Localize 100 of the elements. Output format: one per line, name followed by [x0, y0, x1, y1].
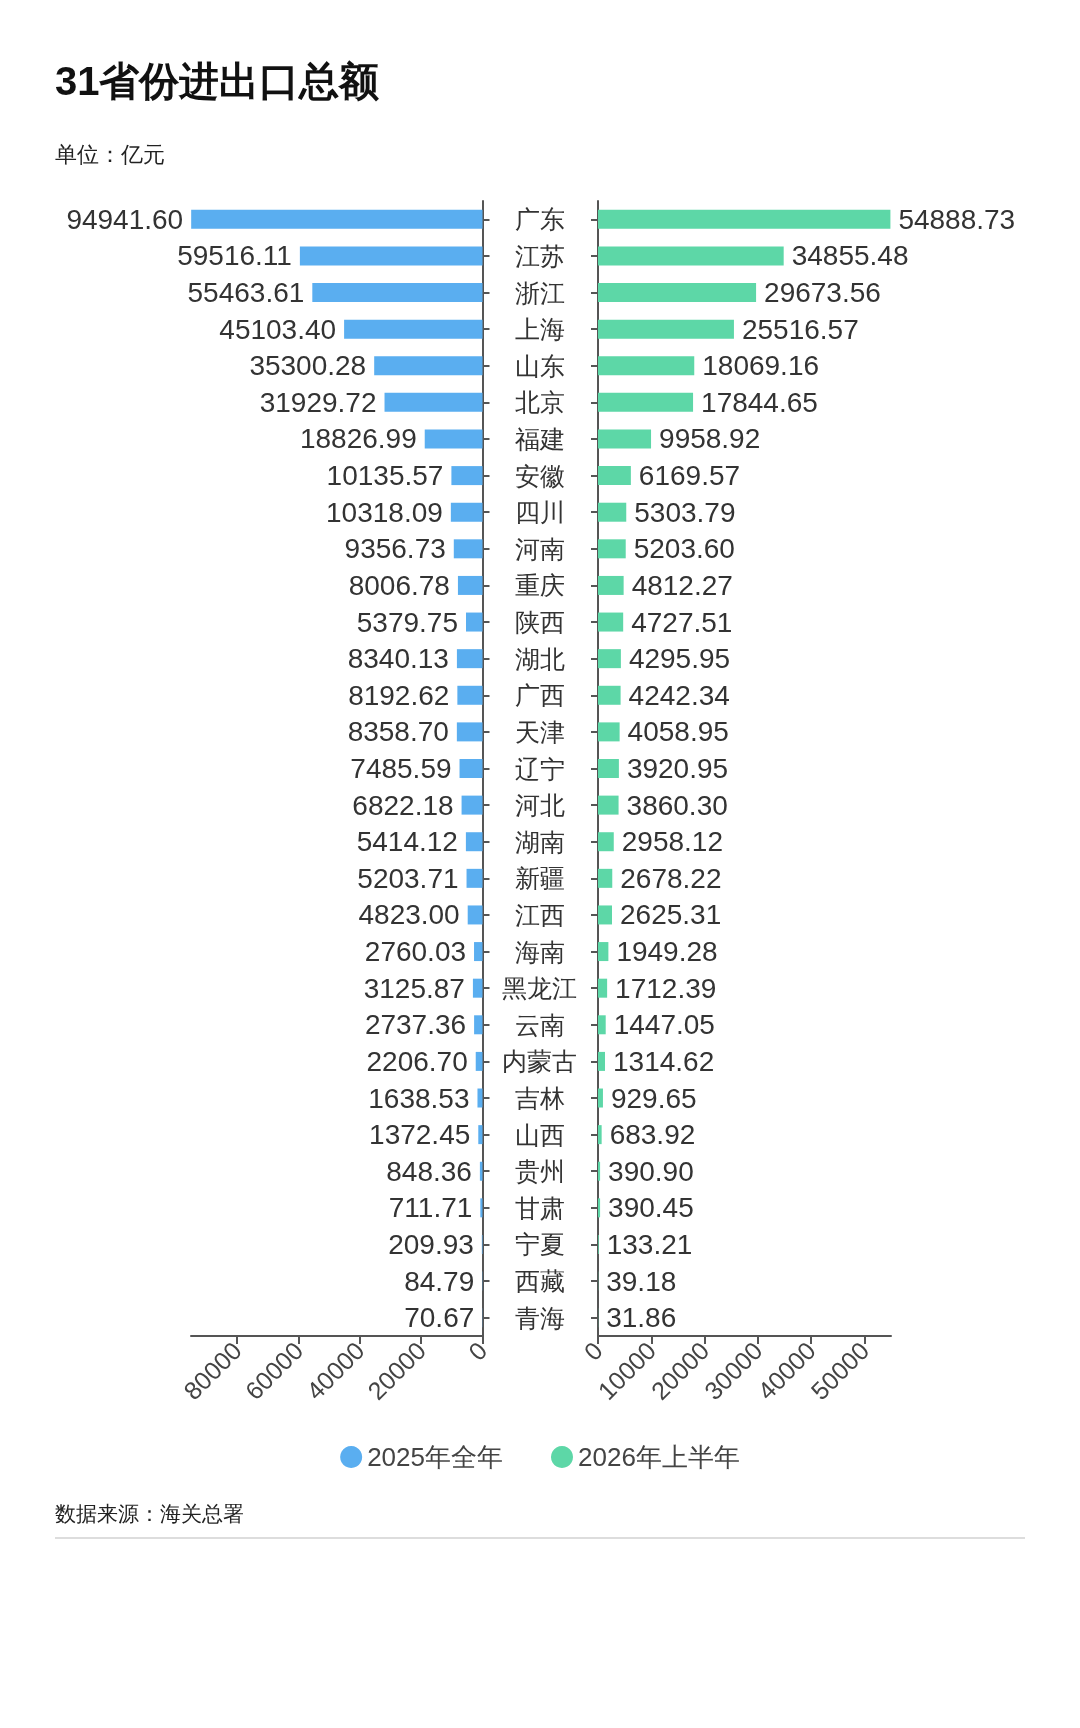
y-tick-label: 北京 [514, 388, 565, 417]
data-label: 5203.60 [633, 533, 735, 565]
x-tick-label: 0 [462, 1336, 493, 1366]
y-tick-label: 江苏 [514, 241, 565, 270]
data-label: 10135.57 [326, 460, 444, 492]
data-label: 29673.56 [764, 277, 881, 309]
data-label: 4727.51 [631, 606, 733, 638]
data-label: 133.21 [606, 1228, 693, 1260]
data-label: 711.71 [388, 1192, 473, 1224]
y-tick-label: 云南 [514, 1010, 565, 1039]
data-label: 17844.65 [701, 386, 818, 418]
data-label: 683.92 [609, 1119, 696, 1151]
data-label: 390.45 [608, 1192, 694, 1224]
data-label: 5203.71 [357, 862, 459, 894]
data-label: 8006.78 [348, 569, 450, 601]
data-label: 35300.28 [249, 350, 367, 382]
data-label: 929.65 [610, 1082, 697, 1114]
data-label: 8340.13 [347, 643, 449, 675]
data-label: 84.79 [404, 1265, 475, 1297]
y-tick-label: 贵州 [514, 1157, 565, 1186]
data-label: 390.90 [608, 1155, 694, 1187]
y-tick-label: 四川 [514, 498, 565, 527]
y-tick-label: 浙江 [514, 278, 565, 307]
y-tick-label: 山东 [514, 351, 565, 380]
y-tick-label: 吉林 [514, 1084, 565, 1113]
y-tick-label: 江西 [514, 900, 565, 929]
y-tick-label: 安徽 [514, 461, 565, 490]
data-label: 1372.45 [369, 1119, 471, 1151]
data-label: 3860.30 [626, 789, 728, 821]
data-label: 31929.72 [259, 386, 377, 418]
data-label: 39.18 [606, 1265, 677, 1297]
y-tick-label: 宁夏 [514, 1230, 565, 1259]
data-label: 6822.18 [352, 789, 454, 821]
data-label: 1949.28 [616, 936, 718, 968]
data-label: 2958.12 [621, 826, 723, 858]
data-label: 55463.61 [187, 277, 305, 309]
data-label: 1638.53 [368, 1082, 470, 1114]
y-tick-label: 青海 [514, 1303, 565, 1332]
data-label: 4058.95 [627, 716, 729, 748]
y-tick-label: 广西 [514, 681, 565, 710]
x-tick-label: 0 [578, 1336, 608, 1366]
y-tick-label: 上海 [514, 315, 565, 344]
legend-label: 2025年全年 [367, 1442, 503, 1472]
data-label: 3920.95 [626, 753, 729, 784]
chart-subtitle: 单位：亿元 [55, 141, 165, 169]
data-label: 54888.73 [898, 203, 1016, 235]
data-label: 2678.22 [620, 862, 722, 894]
y-tick-label: 山西 [514, 1120, 565, 1149]
chart-title: 31省份进出口总额 [55, 58, 380, 105]
y-tick-label: 福建 [514, 424, 565, 453]
data-label: 2206.70 [366, 1045, 468, 1077]
data-label: 10318.09 [326, 496, 443, 528]
data-label: 5303.79 [634, 496, 736, 528]
y-tick-label: 重庆 [514, 571, 565, 600]
data-label: 9356.73 [344, 533, 446, 565]
data-label: 1447.05 [613, 1009, 715, 1041]
data-label: 1712.39 [615, 972, 717, 1004]
y-tick-label: 天津 [514, 717, 565, 746]
y-tick-label: 海南 [514, 937, 565, 966]
y-tick-label: 湖北 [514, 644, 565, 673]
data-label: 2625.31 [619, 899, 722, 931]
data-label: 8358.70 [347, 716, 449, 748]
data-label: 2760.03 [364, 936, 467, 968]
data-label: 4242.34 [628, 679, 730, 711]
y-tick-label: 河南 [514, 534, 565, 563]
y-tick-label: 西藏 [514, 1267, 565, 1296]
data-label: 6169.57 [638, 460, 741, 492]
data-label: 4823.00 [358, 899, 460, 931]
data-label: 18826.99 [299, 423, 417, 455]
data-label: 34855.48 [791, 240, 909, 272]
data-label: 4295.95 [628, 643, 731, 675]
data-label: 8192.62 [348, 679, 450, 711]
data-label: 5414.12 [356, 826, 458, 858]
data-label: 7485.59 [350, 753, 452, 784]
y-tick-label: 广东 [514, 205, 565, 234]
data-label: 70.67 [404, 1302, 475, 1334]
y-tick-label: 内蒙古 [502, 1047, 577, 1076]
data-label: 5379.75 [356, 606, 458, 638]
y-tick-label: 陕西 [514, 608, 565, 637]
source-note: 数据来源：海关总署 [55, 1501, 244, 1527]
y-tick-label: 湖南 [514, 827, 565, 856]
y-tick-label: 黑龙江 [502, 974, 577, 1003]
data-label: 4812.27 [631, 569, 733, 601]
data-label: 3125.87 [363, 972, 465, 1004]
data-label: 9958.92 [659, 423, 761, 455]
data-label: 2737.36 [364, 1009, 467, 1041]
data-label: 18069.16 [702, 350, 820, 382]
data-label: 94941.60 [66, 203, 184, 235]
y-tick-label: 辽宁 [514, 754, 565, 783]
data-label: 209.93 [388, 1228, 474, 1260]
data-label: 848.36 [386, 1155, 472, 1187]
legend-label: 2026年上半年 [578, 1442, 740, 1472]
y-tick-label: 新疆 [514, 864, 565, 893]
data-label: 31.86 [606, 1302, 677, 1334]
data-label: 25516.57 [741, 313, 859, 345]
data-label: 59516.11 [177, 240, 292, 272]
data-label: 1314.62 [613, 1045, 715, 1077]
y-tick-label: 甘肃 [514, 1193, 565, 1222]
y-tick-label: 河北 [514, 791, 565, 820]
data-label: 45103.40 [219, 313, 337, 345]
